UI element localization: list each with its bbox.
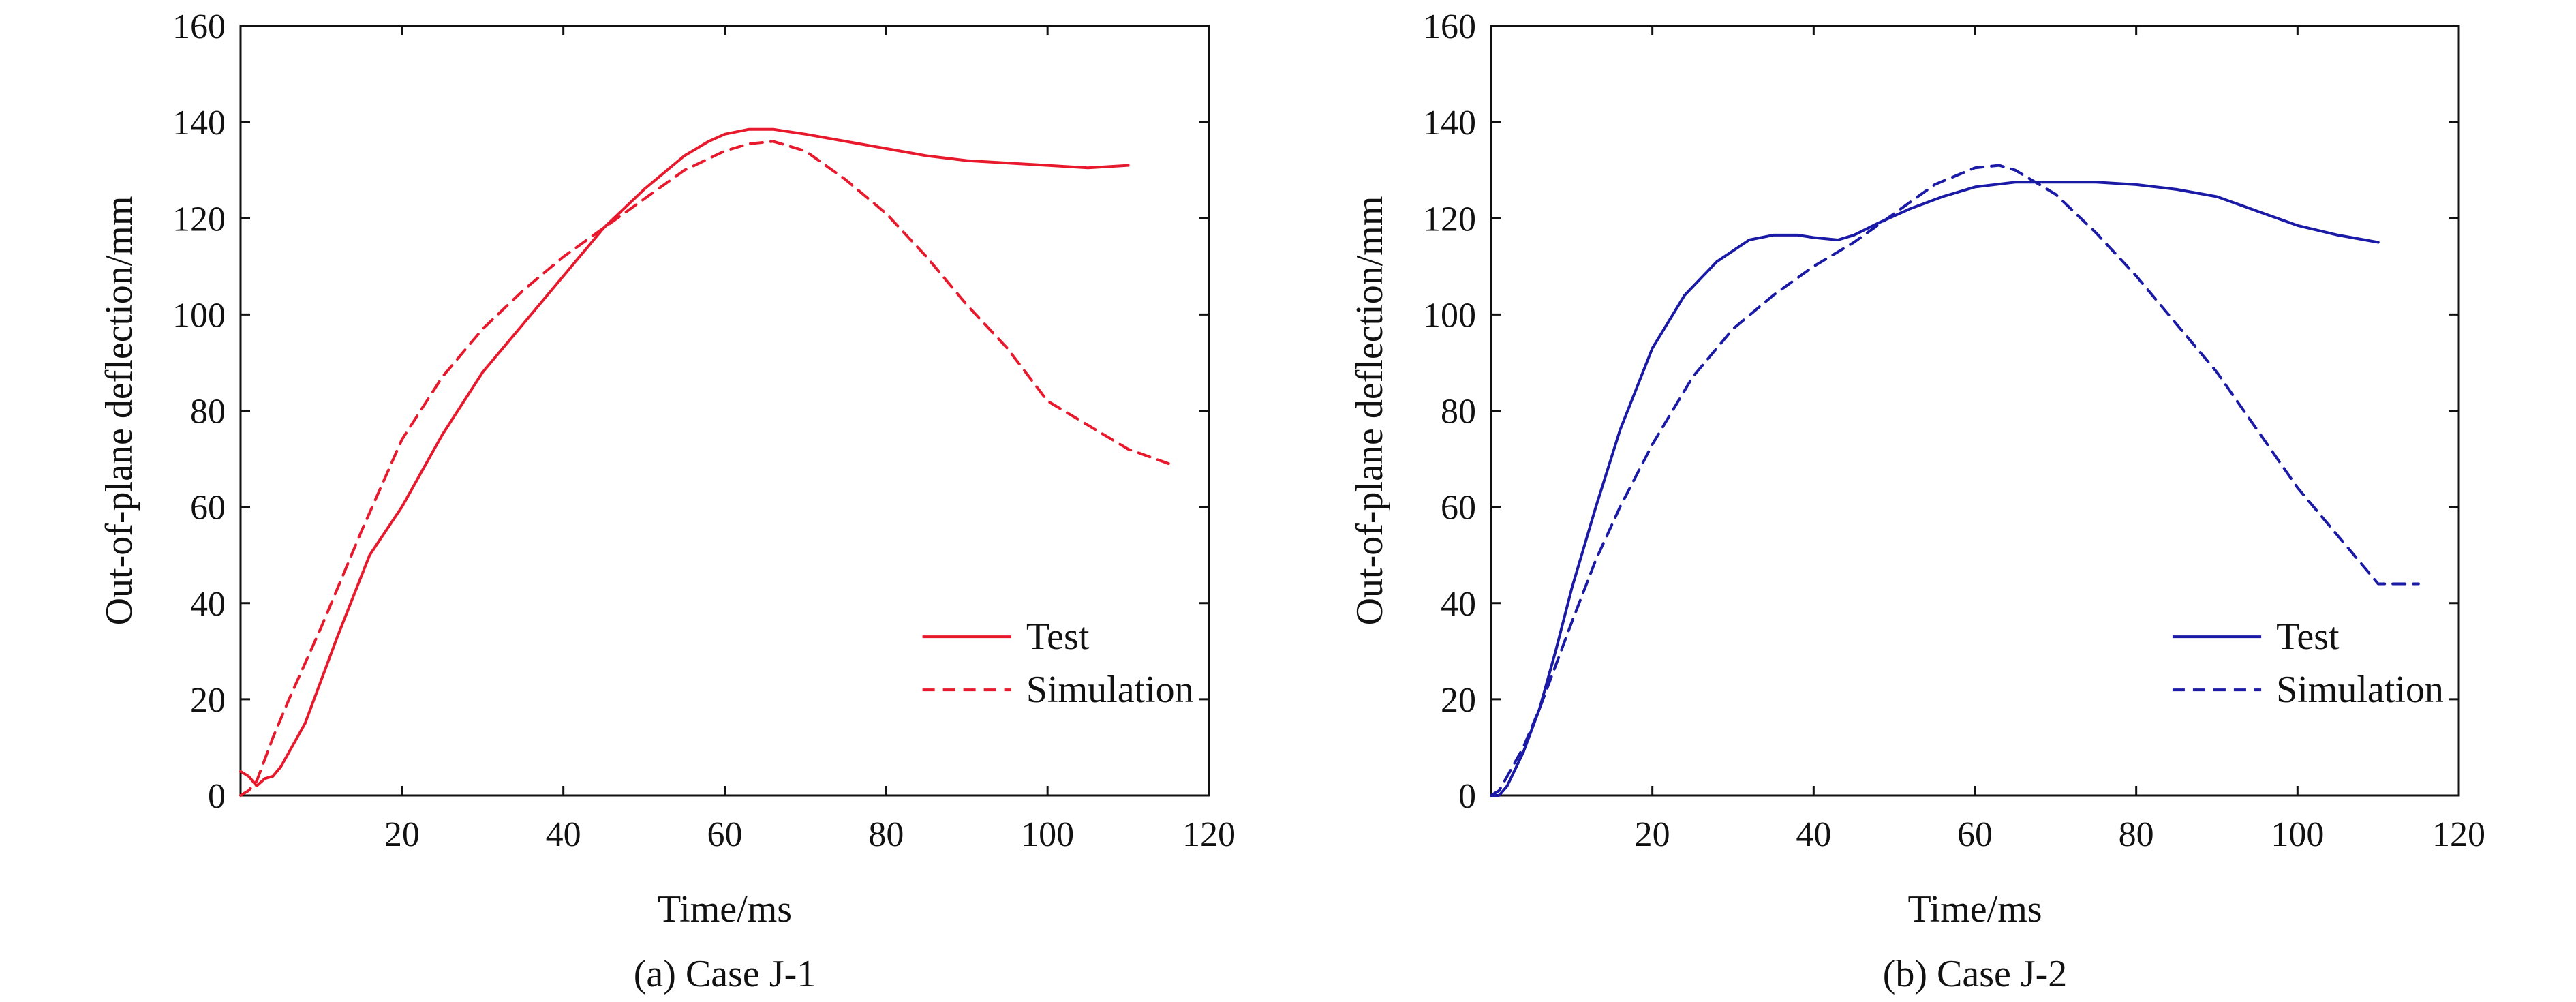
y-tick-label: 60	[1441, 489, 1476, 528]
x-axis-label: Time/ms	[658, 888, 792, 930]
x-tick-label: 60	[1957, 815, 1993, 854]
series-line-simulation	[1490, 164, 2420, 797]
y-tick-label: 160	[1423, 7, 1476, 46]
x-axis-label: Time/ms	[1907, 888, 2042, 930]
x-tick-label: 120	[2432, 815, 2485, 854]
y-tick-label: 60	[190, 489, 226, 528]
y-tick-label: 20	[1441, 681, 1476, 720]
y-tick-label: 80	[190, 393, 226, 431]
x-tick-label: 40	[1796, 815, 1831, 854]
figure-caption: (b) Case J-2	[1883, 953, 2068, 995]
y-tick-label: 20	[190, 681, 226, 720]
x-tick-label: 20	[1635, 815, 1670, 854]
y-axis-label: Out-of-plane deflection/mm	[1349, 196, 1391, 626]
x-tick-label: 20	[384, 815, 420, 854]
x-tick-label: 100	[1021, 815, 1074, 854]
y-tick-label: 80	[1441, 393, 1476, 431]
series-line-simulation	[239, 140, 1170, 797]
x-tick-label: 60	[707, 815, 743, 854]
x-tick-label: 100	[2271, 815, 2324, 854]
y-axis-label: Out-of-plane deflection/mm	[98, 196, 140, 626]
y-tick-label: 120	[172, 200, 226, 239]
y-tick-label: 100	[1423, 296, 1476, 335]
y-tick-label: 40	[190, 585, 226, 624]
y-tick-label: 140	[1423, 104, 1476, 142]
legend-label-test: Test	[1026, 616, 1090, 658]
y-tick-label: 40	[1441, 585, 1476, 624]
y-tick-label: 140	[172, 104, 226, 142]
y-tick-label: 160	[172, 7, 226, 46]
y-tick-label: 120	[1423, 200, 1476, 239]
figure-caption: (a) Case J-1	[634, 953, 816, 995]
series-line-test	[239, 127, 1130, 787]
y-tick-label: 0	[1458, 777, 1476, 816]
legend-label-test: Test	[2276, 616, 2340, 658]
legend-label-simulation: Simulation	[2276, 669, 2444, 711]
x-tick-label: 80	[2119, 815, 2154, 854]
legend-label-simulation: Simulation	[1026, 669, 1194, 711]
series-line-test	[1490, 181, 2380, 797]
x-tick-label: 120	[1182, 815, 1236, 854]
y-tick-label: 100	[172, 296, 226, 335]
x-tick-label: 40	[546, 815, 581, 854]
y-tick-label: 0	[208, 777, 226, 816]
x-tick-label: 80	[868, 815, 904, 854]
